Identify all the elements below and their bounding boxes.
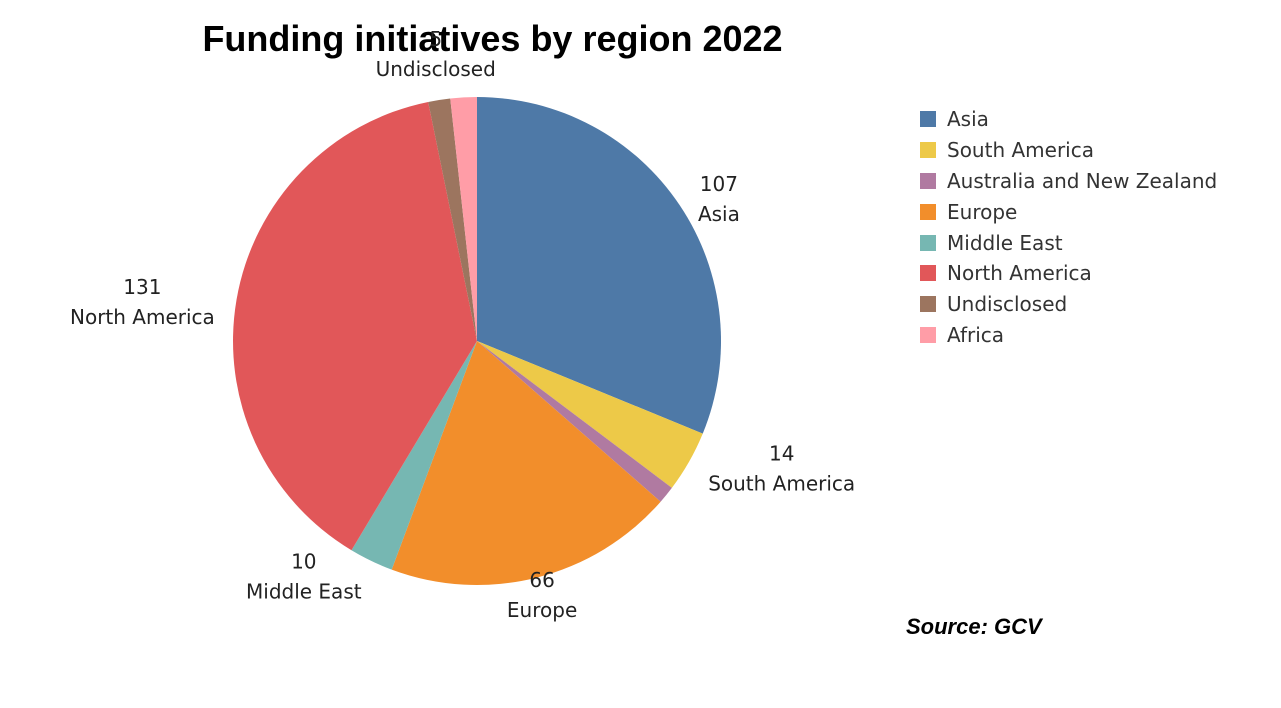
chart-title: Funding initiatives by region 2022 [202,18,783,59]
slice-name: Undisclosed [376,57,496,81]
legend-swatch [920,234,936,251]
slice-name: Middle East [246,580,362,604]
legend-item-africa: Africa [920,320,1217,351]
pie-slices [233,97,722,586]
slice-value: 14 [769,442,794,466]
slice-label-south-america: 14 South America [708,442,855,496]
legend-item-asia: Asia [920,104,1217,135]
slice-value: 5 [429,27,442,51]
slice-name: Europe [507,598,577,622]
slice-europe [391,341,661,586]
legend-item-south-america: South America [920,135,1217,166]
slice-value: 131 [123,275,161,299]
legend-item-middle-east: Middle East [920,227,1217,258]
legend-label: South America [947,138,1094,163]
legend-swatch [920,265,936,282]
legend-swatch [920,326,936,343]
slice-label-europe: 66 Europe [507,568,577,622]
legend-label: Africa [947,322,1005,347]
slice-north-america [233,101,477,551]
slice-name: South America [708,472,855,496]
legend-swatch [920,203,936,220]
slice-value: 66 [529,568,554,592]
slice-middle-east [351,341,477,570]
pie-labels: 107 Asia 14 South America 66 Europe 10 Middle E… [70,27,855,622]
slice-name: Asia [698,202,740,226]
slice-undisclosed [428,98,477,341]
legend-swatch [920,142,936,159]
legend-label: Middle East [947,230,1063,255]
legend-item-australia-and-new-zealand: Australia and New Zealand [920,166,1217,197]
legend-label: Europe [947,199,1018,224]
slice-name: North America [70,305,215,329]
legend-swatch [920,172,936,189]
legend-label: Undisclosed [947,292,1068,317]
legend-label: Asia [947,107,989,132]
legend-label: North America [947,261,1092,286]
slice-label-middle-east: 10 Middle East [246,550,362,604]
legend: Asia South America Australia and New Zeala… [920,104,1217,350]
legend-label: Australia and New Zealand [947,168,1218,193]
source-note: Source: GCV [906,614,1042,639]
slice-africa [450,97,477,341]
slice-asia [477,97,722,434]
slice-label-asia: 107 Asia [698,172,740,226]
slice-label-undisclosed: 5 Undisclosed [376,27,496,81]
legend-swatch [920,111,936,128]
legend-item-undisclosed: Undisclosed [920,289,1217,320]
legend-item-north-america: North America [920,258,1217,289]
legend-item-europe: Europe [920,196,1217,227]
slice-label-north-america: 131 North America [70,275,215,329]
slice-value: 107 [700,172,738,196]
slice-value: 10 [291,550,316,574]
legend-swatch [920,296,936,313]
slice-south-america [477,341,703,488]
slice-australia-and-new-zealand [477,341,672,502]
